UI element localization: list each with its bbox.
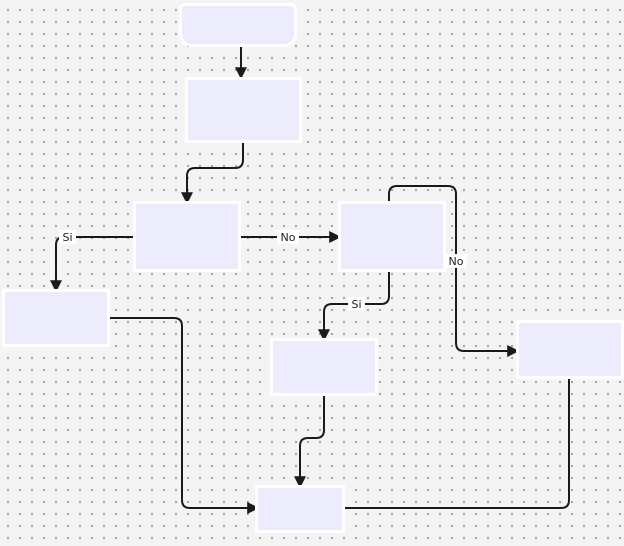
edge-label-text: Si [351,298,361,311]
node-yes-branch-2[interactable] [273,341,375,393]
edge-no2-end[interactable] [342,376,570,509]
edge-label-text: No [281,231,296,244]
edge-label-decision1-decision2: No [277,230,299,244]
edge-label-decision2-yes: Si [348,297,365,311]
node-no-branch-2[interactable] [519,323,621,376]
edge-step1-decision1[interactable] [181,140,244,205]
edge-yes-end[interactable] [107,317,260,514]
edge-label-text: No [449,255,464,268]
node-decision2[interactable] [341,204,443,269]
edge-decision2-no[interactable] [388,185,520,357]
node-yes-branch[interactable] [5,292,107,344]
node-decision1[interactable] [136,204,238,269]
node-start[interactable] [182,6,294,44]
edge-yes2-end[interactable] [294,393,325,489]
node-step1[interactable] [188,80,299,140]
edge-label-text: Si [62,231,72,244]
edge-label-decision2-no: No [445,254,467,268]
edge-label-decision1-yes: Si [59,230,76,244]
node-end[interactable] [258,488,342,530]
edge-decision1-yes[interactable] [50,236,136,293]
